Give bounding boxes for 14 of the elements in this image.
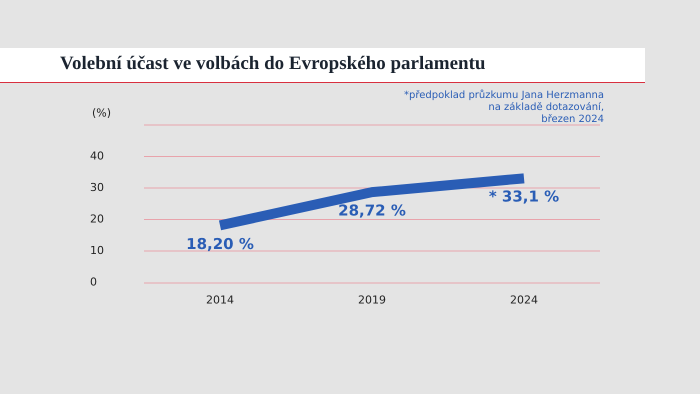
data-label: 28,72 % (338, 202, 406, 220)
x-tick-label: 2014 (206, 293, 234, 306)
y-tick-label: 20 (90, 212, 104, 226)
annotation: *předpoklad průzkumu Jana Herzmanna na základě dotazování, březen 2024 (404, 90, 604, 126)
data-label: * 33,1 % (488, 188, 560, 206)
y-tick-label: 40 (90, 149, 104, 162)
x-tick-label: 2024 (510, 293, 538, 306)
x-tick-label: 2019 (358, 293, 386, 306)
data-label: 18,20 % (186, 234, 254, 253)
y-axis-title: (%) (92, 106, 112, 120)
y-tick-label: 30 (90, 180, 104, 194)
chart-title: Volební účast ve volbách do Evropského parlamentu (60, 53, 486, 75)
y-tick-label: 0 (90, 276, 97, 289)
y-tick-label: 10 (90, 244, 104, 258)
